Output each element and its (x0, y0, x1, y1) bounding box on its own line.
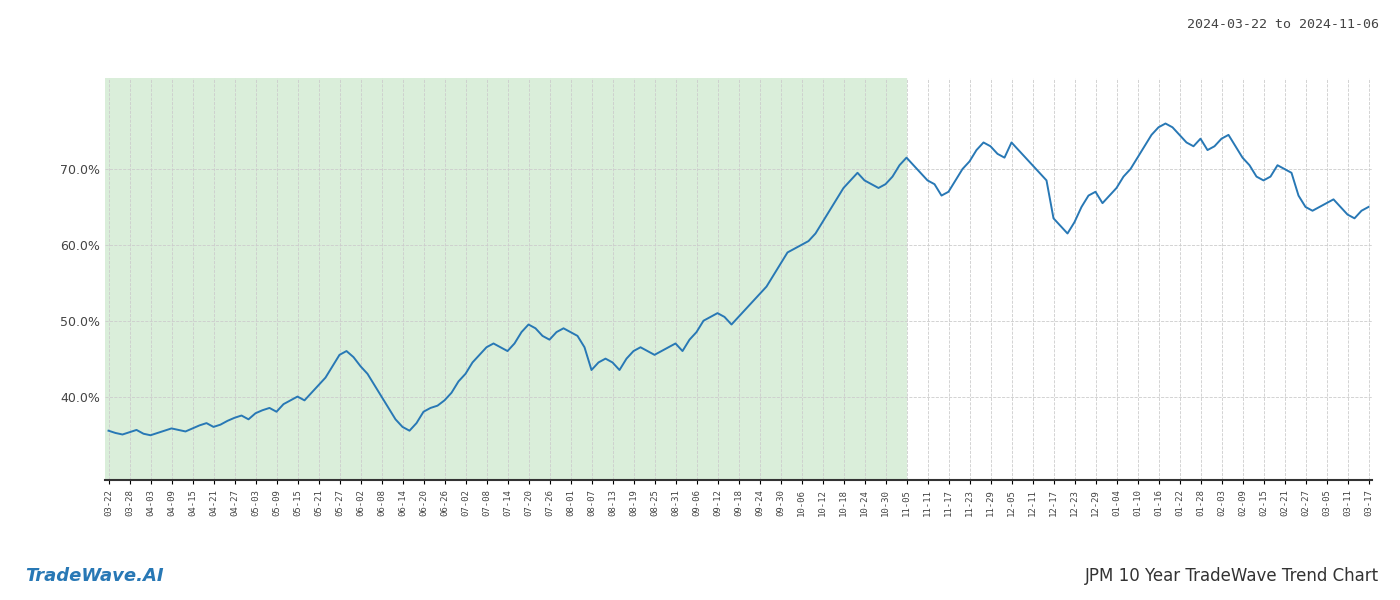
Bar (105, 78, 907, 480)
Text: TradeWave.AI: TradeWave.AI (25, 567, 164, 585)
Text: 2024-03-22 to 2024-11-06: 2024-03-22 to 2024-11-06 (1187, 18, 1379, 31)
Text: JPM 10 Year TradeWave Trend Chart: JPM 10 Year TradeWave Trend Chart (1085, 567, 1379, 585)
